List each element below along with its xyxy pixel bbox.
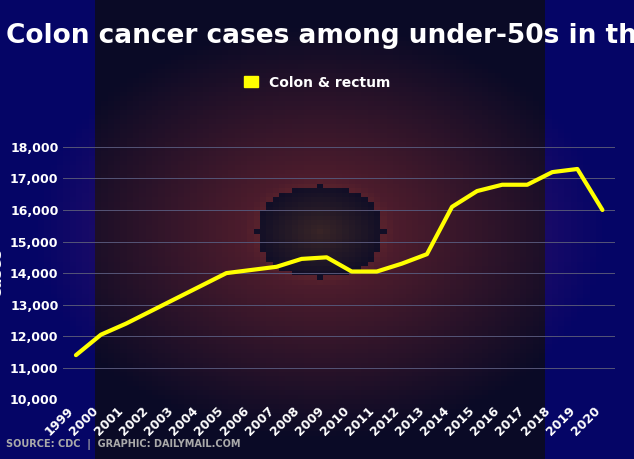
Legend: Colon & rectum: Colon & rectum bbox=[238, 70, 396, 95]
Text: Colon cancer cases among under-50s in the US: Colon cancer cases among under-50s in th… bbox=[6, 23, 634, 49]
Text: SOURCE: CDC  |  GRAPHIC: DAILYMAIL.COM: SOURCE: CDC | GRAPHIC: DAILYMAIL.COM bbox=[6, 439, 241, 450]
Y-axis label: Cases: Cases bbox=[0, 248, 4, 298]
